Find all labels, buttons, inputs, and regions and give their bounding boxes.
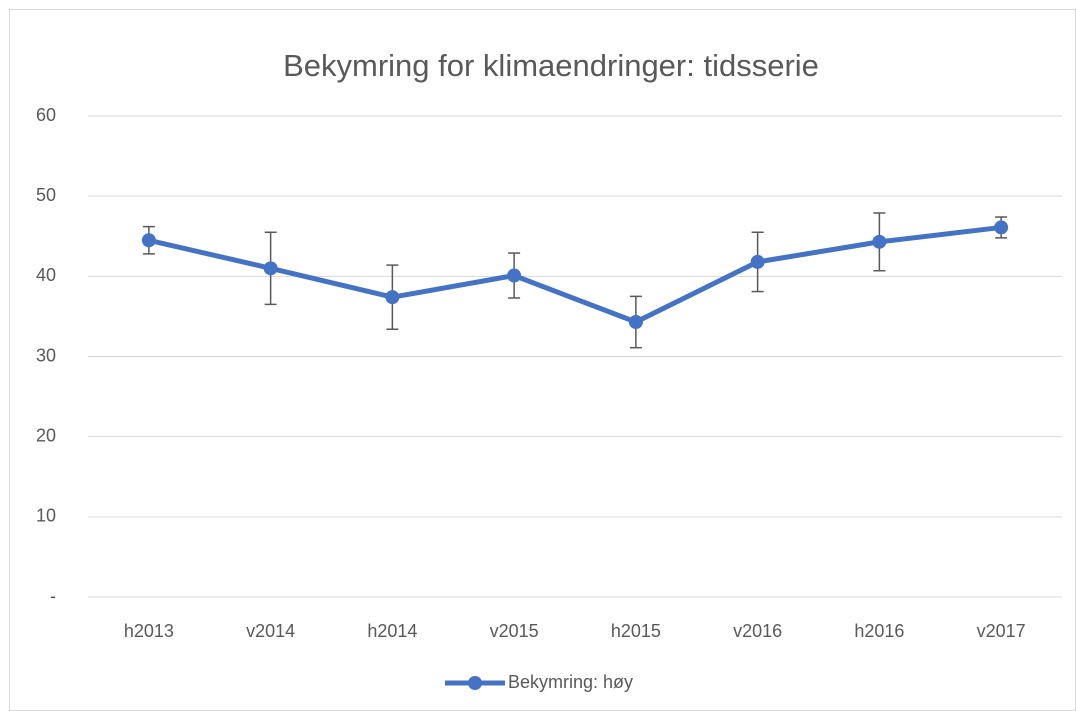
- x-tick-label: h2015: [611, 621, 661, 641]
- data-point: [750, 254, 765, 269]
- y-tick-label: 10: [36, 506, 56, 526]
- y-tick-label: -: [50, 586, 56, 606]
- y-tick-label: 30: [36, 345, 56, 365]
- data-point: [385, 290, 400, 305]
- x-tick-label: v2017: [977, 621, 1026, 641]
- data-point: [872, 234, 887, 249]
- y-tick-label: 20: [36, 425, 56, 445]
- x-tick-label: v2014: [246, 621, 295, 641]
- y-tick-label: 50: [36, 185, 56, 205]
- data-point: [141, 233, 156, 248]
- data-point: [628, 315, 643, 330]
- x-tick-label: h2016: [854, 621, 904, 641]
- legend-label: Bekymring: høy: [508, 672, 633, 692]
- x-tick-label: v2015: [490, 621, 539, 641]
- data-point: [507, 268, 522, 283]
- x-tick-label: v2016: [733, 621, 782, 641]
- y-tick-label: 40: [36, 265, 56, 285]
- series-line: [148, 224, 1002, 325]
- chart-border: [9, 9, 1076, 711]
- data-point: [263, 261, 278, 276]
- data-point: [994, 220, 1009, 235]
- x-tick-label: h2013: [124, 621, 174, 641]
- legend-marker: [468, 676, 482, 690]
- y-tick-label: 60: [36, 105, 56, 125]
- x-tick-label: h2014: [367, 621, 417, 641]
- chart-title: Bekymring for klimaendringer: tidsserie: [283, 48, 819, 83]
